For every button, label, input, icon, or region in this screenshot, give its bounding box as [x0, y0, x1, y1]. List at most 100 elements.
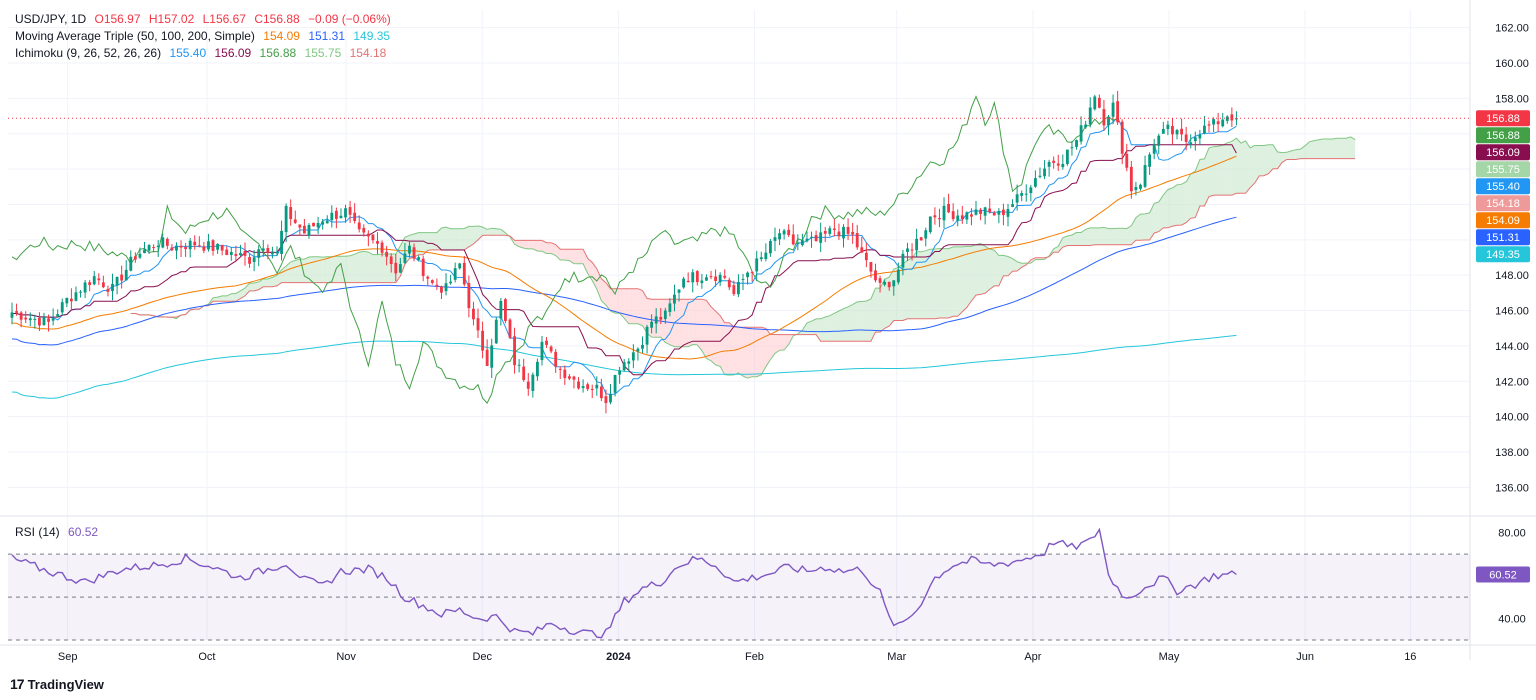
- cloud-segment: [537, 240, 542, 252]
- candle-body: [1139, 184, 1142, 189]
- cloud-segment: [930, 249, 935, 319]
- cloud-segment: [569, 249, 574, 264]
- candle-body: [430, 280, 434, 283]
- candle-body: [956, 215, 960, 221]
- cloud-segment: [1094, 227, 1100, 245]
- lagging-span-line: [11, 95, 1118, 404]
- tradingview-logo-icon: 17: [10, 676, 25, 692]
- cloud-segment: [743, 327, 748, 379]
- candle-body: [312, 222, 315, 227]
- candle-body: [773, 237, 777, 241]
- candle-body: [599, 386, 603, 399]
- time-tick-label: Apr: [1024, 651, 1041, 663]
- candle-body: [124, 269, 128, 281]
- candle-body: [1088, 107, 1092, 125]
- ma-legend[interactable]: Moving Average Triple (50, 100, 200, Sim…: [15, 29, 395, 43]
- cloud-segment: [1254, 145, 1260, 184]
- cloud-segment: [601, 278, 606, 306]
- time-tick-label: Dec: [472, 651, 492, 663]
- price-tag-label: 156.88: [1486, 113, 1520, 125]
- cloud-segment: [834, 310, 839, 342]
- price-tag: [1476, 144, 1530, 161]
- rsi-value-tag: [1476, 566, 1530, 583]
- cloud-segment: [1300, 145, 1305, 159]
- candle-body: [197, 245, 201, 247]
- time-tick-label: Feb: [745, 651, 764, 663]
- candle-body: [293, 219, 297, 223]
- candle-body: [129, 256, 133, 271]
- candle-body: [992, 212, 996, 216]
- candle-body: [887, 281, 891, 288]
- cloud-segment: [1181, 181, 1187, 226]
- cloud-segment: [573, 249, 579, 264]
- cloud-segment: [583, 249, 588, 274]
- price-axis: 136.00 138.00 140.00 142.00 144.00 146.00 148.…: [1469, 0, 1529, 660]
- candle-body: [1075, 140, 1078, 147]
- candle-body: [229, 251, 233, 255]
- candle-body: [869, 262, 873, 272]
- cloud-segment: [318, 256, 323, 283]
- cloud-segment: [1291, 149, 1296, 160]
- candle-body: [892, 280, 896, 287]
- rsi-legend-label: RSI (14): [15, 525, 60, 539]
- candle-body: [115, 276, 119, 286]
- candle-body: [1070, 147, 1074, 149]
- candle-body: [1221, 119, 1225, 127]
- cloud-segment: [331, 256, 337, 283]
- cloud-segment: [724, 322, 730, 376]
- ichimoku-cloud: [135, 136, 1356, 379]
- price-tick-label: 140.00: [1495, 412, 1529, 424]
- price-tag: [1476, 229, 1530, 246]
- cloud-segment: [441, 227, 447, 250]
- cloud-segment: [1222, 142, 1228, 196]
- cloud-segment: [1081, 229, 1086, 246]
- candle-body: [558, 368, 562, 370]
- symbol-legend: USD/JPY, 1D O156.97 H157.02 L156.67 C156…: [15, 12, 396, 26]
- rsi-line: [11, 527, 1237, 639]
- candle-body: [988, 208, 992, 213]
- conversion-value: 155.40: [169, 46, 207, 60]
- candle-body: [1079, 125, 1083, 142]
- cloud-segment: [765, 328, 771, 367]
- cloud-segment: [464, 226, 469, 250]
- candle-body: [951, 211, 955, 220]
- cloud-segment: [701, 299, 707, 359]
- candle-body: [942, 205, 946, 221]
- cloud-segment: [1135, 214, 1141, 241]
- cloud-segment: [1336, 138, 1342, 159]
- candle-body: [239, 253, 242, 256]
- cloud-segment: [656, 299, 661, 338]
- cloud-segment: [564, 249, 570, 261]
- candle-body: [211, 240, 215, 251]
- candle-body: [1216, 121, 1220, 125]
- candle-body: [366, 233, 370, 237]
- rsi-legend[interactable]: RSI (14) 60.52: [15, 525, 103, 539]
- candle-body: [307, 225, 311, 236]
- cloud-segment: [1204, 147, 1210, 207]
- cloud-segment: [359, 251, 364, 283]
- candle-body: [494, 319, 498, 344]
- candle-body: [216, 243, 220, 250]
- cloud-segment: [1186, 174, 1191, 223]
- candle-body: [787, 229, 791, 236]
- cloud-segment: [605, 282, 611, 312]
- candle-body: [883, 281, 887, 285]
- candle-body: [161, 237, 165, 248]
- rsi-tick-label: 40.00: [1498, 614, 1526, 626]
- candle-body: [467, 283, 471, 309]
- candle-body: [476, 318, 480, 331]
- cloud-segment: [994, 250, 999, 286]
- cloud-segment: [610, 288, 616, 314]
- tradingview-branding[interactable]: 17 TradingView: [10, 676, 104, 692]
- candle-body: [133, 256, 137, 260]
- candle-body: [896, 269, 900, 283]
- candle-body: [1052, 160, 1056, 163]
- cloud-segment: [934, 248, 940, 319]
- ichimoku-legend[interactable]: Ichimoku (9, 26, 52, 26, 26) 155.40 156.…: [15, 46, 391, 60]
- cloud-segment: [866, 299, 871, 342]
- candle-body: [778, 233, 781, 240]
- candle-body: [508, 319, 512, 338]
- price-tag-label: 154.09: [1486, 215, 1520, 227]
- price-tag-label: 155.75: [1486, 164, 1520, 176]
- candle-body: [1225, 116, 1229, 121]
